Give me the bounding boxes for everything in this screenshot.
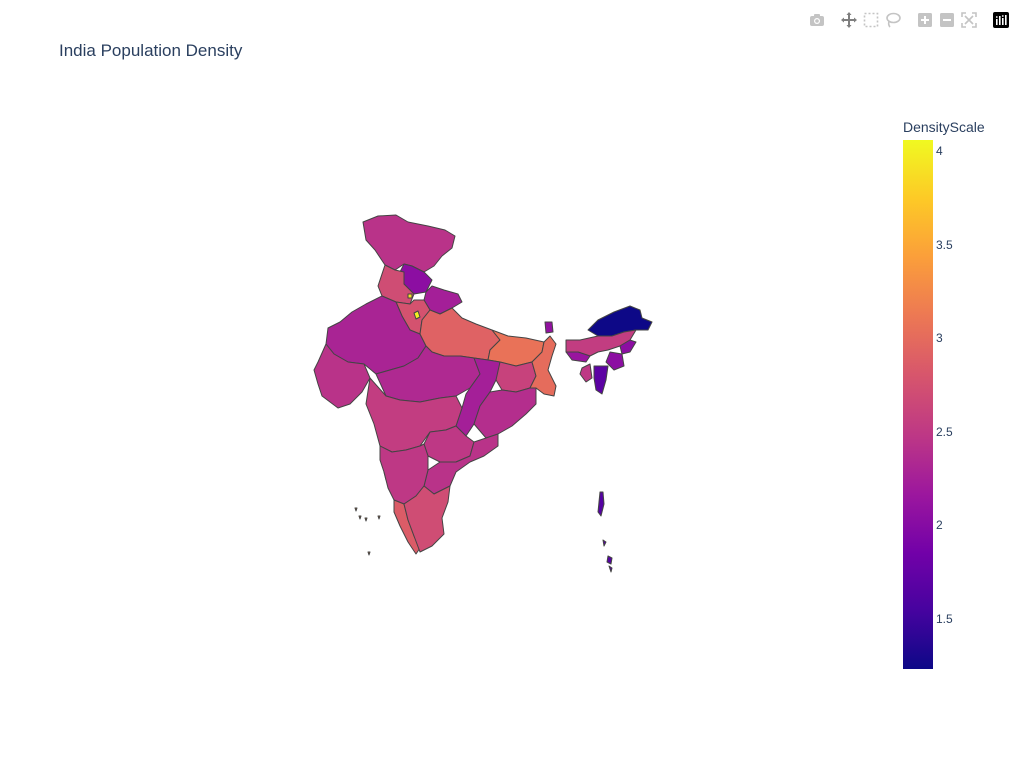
zoom-in-icon[interactable] <box>914 10 936 30</box>
region-west-bengal[interactable] <box>529 335 557 397</box>
region-andaman-nicobar[interactable] <box>597 491 613 573</box>
reset-view-icon[interactable] <box>958 10 980 30</box>
region-odisha[interactable] <box>473 387 537 439</box>
region-chandigarh[interactable] <box>407 293 413 299</box>
colorbar-tick-label: 2.5 <box>936 424 953 439</box>
region-tripura[interactable] <box>579 363 593 383</box>
region-tamil-nadu[interactable] <box>403 485 451 553</box>
modebar <box>806 10 1012 30</box>
region-gujarat[interactable] <box>313 343 371 409</box>
region-arunachal-pradesh[interactable] <box>587 305 653 337</box>
region-lakshadweep[interactable] <box>354 507 381 556</box>
pan-icon[interactable] <box>838 10 860 30</box>
region-punjab[interactable] <box>377 264 415 305</box>
colorbar-title: DensityScale <box>903 119 985 135</box>
colorbar-tick-label: 2 <box>936 518 943 533</box>
region-nagaland[interactable] <box>619 339 637 355</box>
camera-icon[interactable] <box>806 10 828 30</box>
region-manipur[interactable] <box>605 351 625 371</box>
lasso-select-icon[interactable] <box>882 10 904 30</box>
region-jammu-kashmir-ladakh[interactable] <box>362 214 456 273</box>
plotly-logo-icon[interactable] <box>990 10 1012 30</box>
colorbar-tick-label: 3.5 <box>936 237 953 252</box>
colorbar-tick-label: 1.5 <box>936 611 953 626</box>
colorbar-tick-label: 4 <box>936 144 943 159</box>
region-delhi[interactable] <box>413 310 421 320</box>
zoom-out-icon[interactable] <box>936 10 958 30</box>
chart-title: India Population Density <box>59 41 243 60</box>
colorbar-tick-label: 3 <box>936 331 943 346</box>
colorbar-gradient <box>903 140 933 669</box>
box-select-icon[interactable] <box>860 10 882 30</box>
region-meghalaya[interactable] <box>565 351 591 363</box>
region-mizoram[interactable] <box>593 365 609 395</box>
region-sikkim[interactable] <box>544 321 554 334</box>
